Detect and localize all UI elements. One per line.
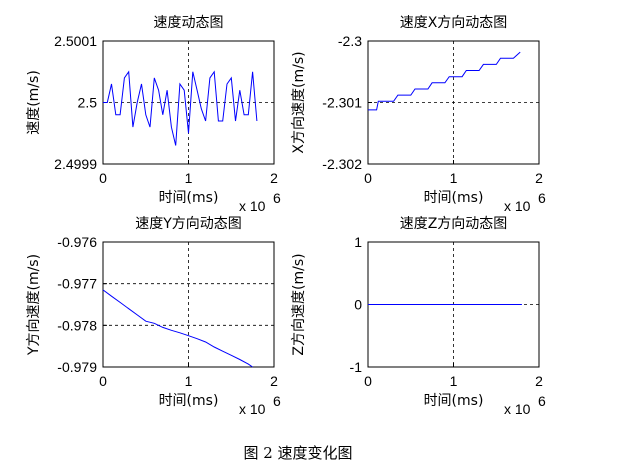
x-exponent-power: 6 [273, 393, 281, 409]
y-tick-label: -2.3 [338, 33, 362, 49]
y-tick-label: -0.977 [57, 276, 97, 292]
x-tick-label: 2 [270, 373, 278, 389]
x-axis-label: 时间(ms) [159, 393, 219, 409]
y-tick-label: -0.976 [57, 234, 97, 250]
chart-title: 速度动态图 [154, 15, 224, 31]
y-tick-label: -0.979 [57, 359, 97, 375]
x-tick-label: 2 [535, 373, 543, 389]
y-axis-label: X方向速度(m/s) [291, 51, 307, 153]
chart-title: 速度Z方向动态图 [400, 216, 508, 232]
x-exponent-label: x 10 [239, 198, 266, 214]
y-tick-label: 2.4999 [54, 156, 97, 172]
x-axis-label: 时间(ms) [424, 190, 484, 206]
y-tick-label: 0 [354, 297, 362, 313]
x-exponent-label: x 10 [239, 401, 266, 417]
series-line-1 [102, 289, 253, 368]
y-axis-label: 速度(m/s) [26, 70, 42, 135]
y-tick-label: 2.5001 [54, 33, 97, 49]
chart-title: 速度X方向动态图 [400, 15, 508, 31]
series-line-1 [368, 51, 521, 111]
chart-panel-3: 0 1 2 -0.979 -0.978 -0.977 -0.976 速度Y方向动态图时间(ms… [26, 216, 281, 417]
x-tick-label: 2 [535, 170, 543, 186]
figure-caption: 图 2 速度变化图 [243, 444, 352, 462]
y-tick-label: 1 [354, 234, 362, 250]
x-axis-label: 时间(ms) [424, 393, 484, 409]
x-exponent-label: x 10 [504, 198, 531, 214]
x-tick-label: 1 [450, 170, 458, 186]
x-tick-label: 0 [364, 170, 372, 186]
x-tick-label: 1 [185, 170, 193, 186]
series-line-1 [103, 70, 258, 146]
x-tick-label: 0 [364, 373, 372, 389]
x-axis-label: 时间(ms) [159, 190, 219, 206]
x-exponent-power: 6 [538, 190, 546, 206]
x-tick-label: 1 [185, 373, 193, 389]
chart-title: 速度Y方向动态图 [135, 216, 242, 232]
x-tick-label: 2 [270, 170, 278, 186]
y-axis-label: Y方向速度(m/s) [26, 254, 42, 356]
y-axis-label: Z方向速度(m/s) [291, 253, 307, 355]
y-tick-label: -2.301 [322, 95, 362, 111]
x-tick-label: 0 [99, 170, 107, 186]
y-tick-label: -2.302 [322, 156, 362, 172]
x-exponent-power: 6 [273, 190, 281, 206]
y-tick-label: 2.5 [78, 95, 98, 111]
x-exponent-power: 6 [538, 393, 546, 409]
x-tick-label: 0 [99, 373, 107, 389]
y-tick-label: -1 [350, 359, 363, 375]
y-tick-label: -0.978 [57, 317, 97, 333]
x-tick-label: 1 [450, 373, 458, 389]
x-exponent-label: x 10 [504, 401, 531, 417]
